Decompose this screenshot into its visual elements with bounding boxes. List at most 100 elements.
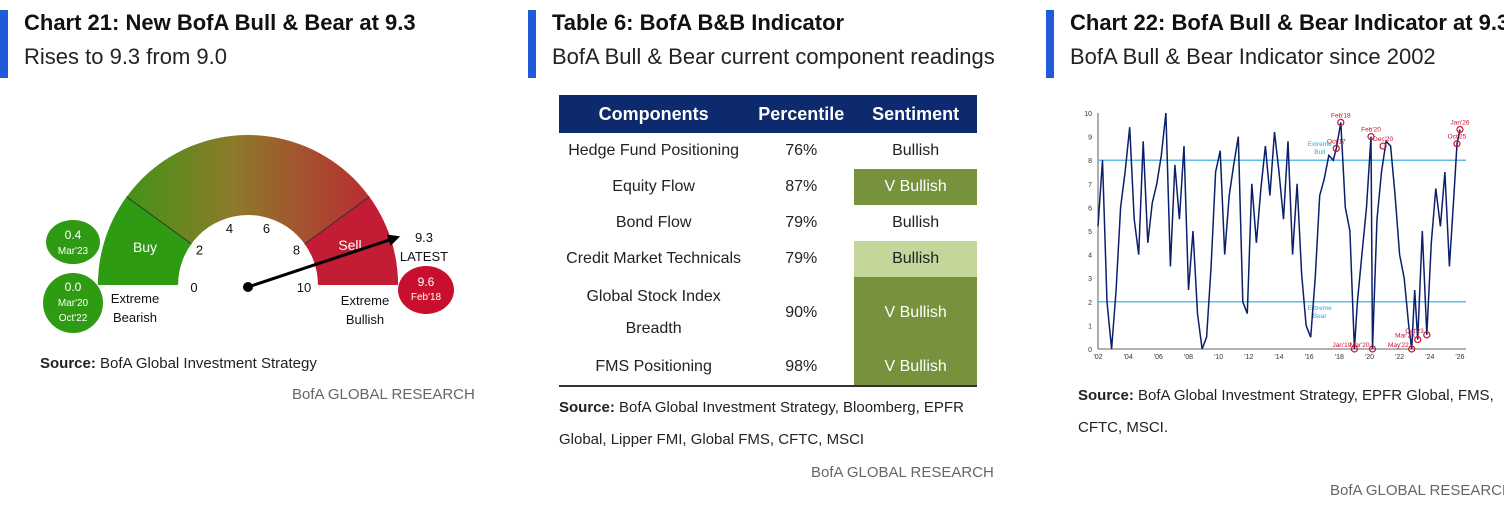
- x-tick-label: '10: [1214, 354, 1223, 361]
- annotation-label: Feb'20: [1361, 127, 1381, 134]
- sentiment-cell: V Bullish: [854, 169, 977, 205]
- gauge-tick-label: 10: [297, 280, 311, 295]
- y-tick-label: 1: [1088, 323, 1092, 330]
- sentiment-cell: V Bullish: [854, 277, 977, 349]
- annotation-marker: [1414, 335, 1422, 344]
- table-row: Credit Market Technicals 79% Bullish: [559, 241, 977, 277]
- y-tick-label: 8: [1088, 158, 1092, 165]
- bubble-top-left: [46, 220, 100, 264]
- threshold-label: Bear: [1313, 313, 1328, 320]
- threshold-label: Bull: [1314, 149, 1325, 156]
- y-tick-label: 2: [1088, 300, 1092, 307]
- component-cell: Credit Market Technicals: [566, 250, 742, 267]
- panel-line-chart: Chart 22: BofA Bull & Bear Indicator at …: [1046, 0, 1504, 505]
- annotation-marker: [1368, 345, 1377, 353]
- annotation-label: Jan'19: [1332, 342, 1351, 349]
- sentiment-cell: Bullish: [854, 241, 977, 277]
- series-line: [1097, 112, 1461, 350]
- bubble-right: [398, 266, 454, 314]
- bubble-bottom-date-2: Oct'22: [59, 313, 88, 324]
- annotation-label: Jan'26: [1450, 120, 1469, 127]
- extreme-bearish-label-1: Extreme: [111, 291, 159, 306]
- source-text-1: BofA Global Investment Strategy, Bloombe…: [619, 399, 964, 416]
- needle-arrowhead: [386, 234, 401, 246]
- gauge-tick-label: 0: [190, 280, 197, 295]
- x-tick-label: '26: [1455, 354, 1464, 361]
- source-note: Source: BofA Global Investment Strategy,…: [559, 392, 989, 456]
- source-note: Source: BofA Global Investment Strategy: [40, 348, 317, 380]
- brand-footer: BofA GLOBAL RESEARCH: [811, 464, 994, 481]
- bubble-bottom-value: 0.0: [65, 280, 82, 294]
- percentile-cell: 98%: [785, 358, 818, 375]
- bb-components-table: Components Percentile Sentiment Hedge Fu…: [559, 95, 977, 387]
- annotation-marker: [1367, 132, 1375, 141]
- component-line-2: Breadth: [625, 320, 682, 337]
- threshold-label: Extreme: [1308, 141, 1333, 148]
- sell-zone-label: Sell: [338, 237, 361, 253]
- component-line-1: Global Stock Index: [586, 288, 721, 305]
- table-header-row: Components Percentile Sentiment: [559, 95, 977, 133]
- annotation-marker: [1423, 331, 1431, 339]
- accent-bar: [1046, 10, 1054, 78]
- needle-pivot: [243, 282, 253, 292]
- y-tick-label: 7: [1088, 182, 1092, 189]
- header-sentiment: Sentiment: [854, 95, 977, 133]
- chart-axes: 0 1 2 3 4 5 6 7 8 9 10 '02 '04 '06 '08 '10 '12 '14 '16 '18 '…: [1084, 111, 1466, 361]
- chart-subtitle: BofA Bull & Bear Indicator since 2002: [1070, 44, 1436, 69]
- source-label: Source:: [1078, 387, 1134, 404]
- component-cell: Hedge Fund Positioning: [568, 142, 739, 159]
- table-row: Bond Flow 79% Bullish: [559, 205, 977, 241]
- latest-label: LATEST: [400, 249, 448, 264]
- chart-subtitle: Rises to 9.3 from 9.0: [24, 44, 227, 69]
- gauge-tick-label: 8: [293, 243, 300, 258]
- chart-annotations: Feb'18 Oct'17 Feb'20 Dec'20 Oct'25 Jan'26 Jan'…: [1327, 112, 1470, 353]
- y-tick-label: 5: [1088, 229, 1092, 236]
- table-row: Equity Flow 87% V Bullish: [559, 169, 977, 205]
- table-row: Hedge Fund Positioning 76% Bullish: [559, 133, 977, 169]
- gauge-needle: [247, 236, 395, 289]
- source-text-2: CFTC, MSCI.: [1078, 419, 1168, 436]
- header-percentile: Percentile: [748, 95, 855, 133]
- x-tick-label: '20: [1365, 354, 1374, 361]
- source-label: Source:: [559, 399, 615, 416]
- brand-footer: BofA GLOBAL RESEARCH: [1330, 482, 1504, 499]
- annotation-marker: [1332, 144, 1340, 153]
- gauge-tick-label: 4: [226, 221, 233, 236]
- x-tick-label: '02: [1093, 354, 1102, 361]
- buy-zone-label: Buy: [133, 239, 157, 255]
- header-components: Components: [559, 95, 749, 133]
- annotation-marker: [1350, 345, 1358, 353]
- percentile-cell: 90%: [785, 304, 818, 321]
- gauge-arc: [98, 135, 398, 285]
- annotation-label: May'22: [1388, 342, 1409, 349]
- bubble-right-date: Feb'18: [411, 292, 442, 303]
- chart-title: Chart 21: New BofA Bull & Bear at 9.3: [24, 10, 416, 35]
- source-text-2: Global, Lipper FMI, Global FMS, CFTC, MS…: [559, 431, 865, 448]
- accent-bar: [0, 10, 8, 78]
- threshold-label: Extreme: [1308, 305, 1333, 312]
- bubble-top-value: 0.4: [65, 228, 82, 242]
- table-subtitle: BofA Bull & Bear current component readi…: [552, 44, 995, 69]
- percentile-cell: 79%: [785, 250, 818, 267]
- component-cell: Equity Flow: [612, 178, 695, 195]
- extreme-bullish-label-2: Bullish: [346, 312, 384, 327]
- annotation-marker: [1408, 345, 1416, 353]
- bubble-bottom-date-1: Mar'20: [58, 298, 89, 309]
- bubble-bottom-left: [43, 273, 103, 333]
- annotation-label: Mar'23: [1395, 333, 1415, 340]
- x-tick-label: '08: [1184, 354, 1193, 361]
- annotation-label: Oct'23: [1405, 328, 1424, 335]
- component-cell: Bond Flow: [615, 214, 692, 231]
- annotation-label: Oct'17: [1327, 138, 1346, 145]
- chart-title: Chart 22: BofA Bull & Bear Indicator at …: [1070, 10, 1504, 35]
- panel-table: Table 6: BofA B&B Indicator BofA Bull & …: [528, 0, 995, 505]
- y-tick-label: 0: [1088, 347, 1092, 354]
- extreme-bullish-label-1: Extreme: [341, 293, 389, 308]
- x-tick-label: '14: [1274, 354, 1283, 361]
- source-note: Source: BofA Global Investment Strategy,…: [1078, 380, 1504, 444]
- y-tick-label: 9: [1088, 135, 1092, 142]
- y-tick-label: 10: [1084, 111, 1092, 118]
- gauge-tick-label: 2: [196, 243, 203, 258]
- y-tick-label: 3: [1088, 276, 1092, 283]
- x-tick-label: '18: [1335, 354, 1344, 361]
